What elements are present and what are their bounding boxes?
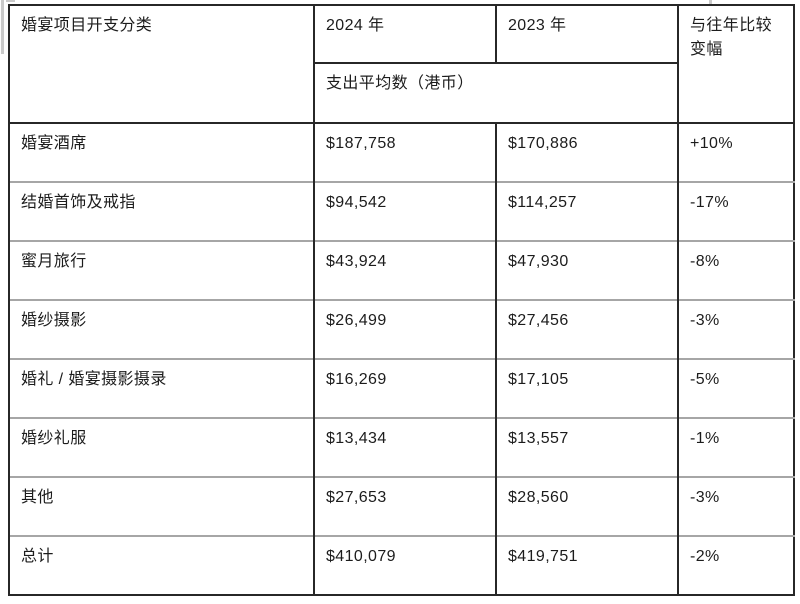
amount-2023-cell: $17,105: [495, 358, 678, 418]
amount-2023-cell: $47,930: [495, 240, 678, 300]
amount-2024-cell: $43,924: [313, 240, 496, 300]
table-row-others: 其他 $27,653 $28,560 -3%: [8, 476, 794, 536]
change-cell: -3%: [677, 299, 794, 359]
column-header-category: 婚宴项目开支分类: [8, 4, 314, 123]
amount-2023-cell: $114,257: [495, 181, 678, 241]
table-row-banquet: 婚宴酒席 $187,758 $170,886 +10%: [8, 122, 794, 182]
table-row-videography: 婚礼 / 婚宴摄影摄录 $16,269 $17,105 -5%: [8, 358, 794, 418]
column-header-2023: 2023 年: [495, 4, 678, 63]
crop-artifact-left: [1, 0, 4, 54]
change-cell: +10%: [677, 122, 794, 182]
table-row-total: 总计 $410,079 $419,751 -2%: [8, 535, 794, 595]
column-header-2024: 2024 年: [313, 4, 496, 63]
amount-2023-cell: $13,557: [495, 417, 678, 477]
amount-2023-cell: $419,751: [495, 535, 678, 595]
category-cell: 其他: [8, 476, 314, 536]
amount-2024-cell: $94,542: [313, 181, 496, 241]
change-cell: -17%: [677, 181, 794, 241]
change-cell: -3%: [677, 476, 794, 536]
change-cell: -1%: [677, 417, 794, 477]
category-cell: 婚礼 / 婚宴摄影摄录: [8, 358, 314, 418]
header-row-subheader: 支出平均数（港币）: [9, 62, 794, 123]
amount-2023-cell: $170,886: [495, 122, 678, 182]
change-cell: -8%: [677, 240, 794, 300]
category-cell: 婚纱摄影: [8, 299, 314, 359]
amount-2024-cell: $187,758: [313, 122, 496, 182]
category-cell: 蜜月旅行: [8, 240, 314, 300]
table-row-gowns: 婚纱礼服 $13,434 $13,557 -1%: [8, 417, 794, 477]
category-cell: 婚纱礼服: [8, 417, 314, 477]
table-row-honeymoon: 蜜月旅行 $43,924 $47,930 -8%: [8, 240, 794, 300]
header-row-years: 婚宴项目开支分类 2024 年 2023 年 与往年比较变幅: [8, 4, 794, 123]
category-cell: 总计: [8, 535, 314, 595]
amount-2024-cell: $410,079: [313, 535, 496, 595]
category-cell: 结婚首饰及戒指: [8, 181, 314, 241]
change-cell: -2%: [677, 535, 794, 595]
amount-2023-cell: $28,560: [495, 476, 678, 536]
wedding-expense-table: 婚宴项目开支分类 2024 年 2023 年 与往年比较变幅 支出平均数（港币）…: [8, 4, 795, 596]
category-cell: 婚宴酒席: [8, 122, 314, 182]
table-row-jewellery: 结婚首饰及戒指 $94,542 $114,257 -17%: [8, 181, 794, 241]
column-header-change: 与往年比较变幅: [677, 4, 794, 123]
subheader-average-spend: 支出平均数（港币）: [313, 62, 678, 123]
amount-2024-cell: $26,499: [313, 299, 496, 359]
amount-2024-cell: $27,653: [313, 476, 496, 536]
crop-artifact-top: [6, 0, 15, 2]
amount-2024-cell: $16,269: [313, 358, 496, 418]
change-cell: -5%: [677, 358, 794, 418]
amount-2024-cell: $13,434: [313, 417, 496, 477]
amount-2023-cell: $27,456: [495, 299, 678, 359]
table-row-bridal-photos: 婚纱摄影 $26,499 $27,456 -3%: [8, 299, 794, 359]
